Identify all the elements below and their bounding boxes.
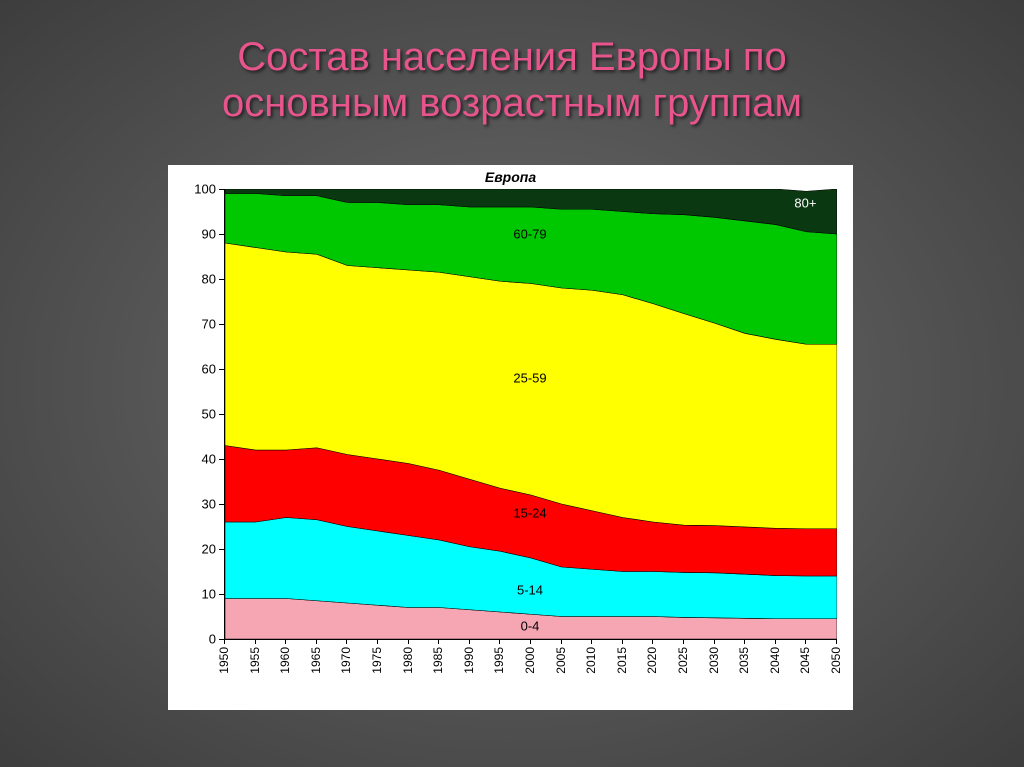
x-tick-label: 1975 (370, 647, 384, 674)
x-tick-label: 2030 (707, 647, 721, 674)
y-tick-label: 10 (168, 587, 216, 602)
y-tick-label: 100 (168, 182, 216, 197)
y-tick-label: 60 (168, 362, 216, 377)
x-tick-label: 2015 (615, 647, 629, 674)
y-tick-label: 0 (168, 632, 216, 647)
x-tick-label: 1960 (278, 647, 292, 674)
y-tick-mark (219, 504, 224, 505)
x-tick-mark (561, 639, 562, 644)
y-tick-mark (219, 594, 224, 595)
x-tick-label: 1990 (462, 647, 476, 674)
x-tick-mark (316, 639, 317, 644)
x-tick-mark (591, 639, 592, 644)
y-tick-mark (219, 369, 224, 370)
y-tick-label: 90 (168, 227, 216, 242)
x-tick-mark (346, 639, 347, 644)
x-tick-label: 2045 (798, 647, 812, 674)
x-tick-mark (683, 639, 684, 644)
y-tick-mark (219, 279, 224, 280)
x-tick-label: 1955 (248, 647, 262, 674)
x-tick-label: 2050 (829, 647, 843, 674)
x-tick-mark (805, 639, 806, 644)
x-tick-mark (377, 639, 378, 644)
series-label-0-4: 0-4 (521, 618, 540, 633)
x-tick-label: 2010 (584, 647, 598, 674)
x-tick-mark (652, 639, 653, 644)
x-tick-label: 1950 (217, 647, 231, 674)
x-tick-mark (836, 639, 837, 644)
x-tick-label: 1985 (431, 647, 445, 674)
x-tick-label: 1995 (492, 647, 506, 674)
series-label-80+: 80+ (794, 195, 816, 210)
x-tick-mark (775, 639, 776, 644)
series-label-25-59: 25-59 (513, 371, 546, 386)
x-tick-mark (530, 639, 531, 644)
stacked-area-svg (225, 189, 837, 639)
x-tick-mark (714, 639, 715, 644)
x-tick-mark (438, 639, 439, 644)
x-tick-mark (255, 639, 256, 644)
chart-plot-area (224, 189, 837, 640)
slide-title: Состав населения Европы по основным возр… (0, 34, 1024, 126)
x-tick-mark (408, 639, 409, 644)
x-tick-mark (285, 639, 286, 644)
x-tick-label: 1970 (339, 647, 353, 674)
x-tick-mark (224, 639, 225, 644)
x-tick-label: 1965 (309, 647, 323, 674)
y-tick-label: 70 (168, 317, 216, 332)
series-label-5-14: 5-14 (517, 582, 543, 597)
x-tick-mark (622, 639, 623, 644)
x-tick-label: 2005 (554, 647, 568, 674)
chart-container: Европа 010203040506070809010019501955196… (168, 165, 853, 710)
x-tick-label: 2025 (676, 647, 690, 674)
y-tick-label: 50 (168, 407, 216, 422)
series-label-15-24: 15-24 (513, 506, 546, 521)
x-tick-label: 2020 (645, 647, 659, 674)
y-tick-mark (219, 549, 224, 550)
y-tick-label: 40 (168, 452, 216, 467)
y-tick-mark (219, 234, 224, 235)
x-tick-label: 1980 (401, 647, 415, 674)
y-tick-mark (219, 459, 224, 460)
chart-title: Европа (168, 169, 853, 185)
series-label-60-79: 60-79 (513, 227, 546, 242)
y-tick-mark (219, 414, 224, 415)
y-tick-mark (219, 324, 224, 325)
y-tick-label: 20 (168, 542, 216, 557)
y-tick-label: 80 (168, 272, 216, 287)
x-tick-mark (469, 639, 470, 644)
slide-background: Состав населения Европы по основным возр… (0, 0, 1024, 767)
title-line-1: Состав населения Европы по (237, 35, 787, 79)
title-line-2: основным возрастным группам (222, 81, 802, 125)
x-tick-label: 2000 (523, 647, 537, 674)
x-tick-label: 2035 (737, 647, 751, 674)
y-tick-mark (219, 189, 224, 190)
y-tick-label: 30 (168, 497, 216, 512)
x-tick-label: 2040 (768, 647, 782, 674)
x-tick-mark (499, 639, 500, 644)
x-tick-mark (744, 639, 745, 644)
